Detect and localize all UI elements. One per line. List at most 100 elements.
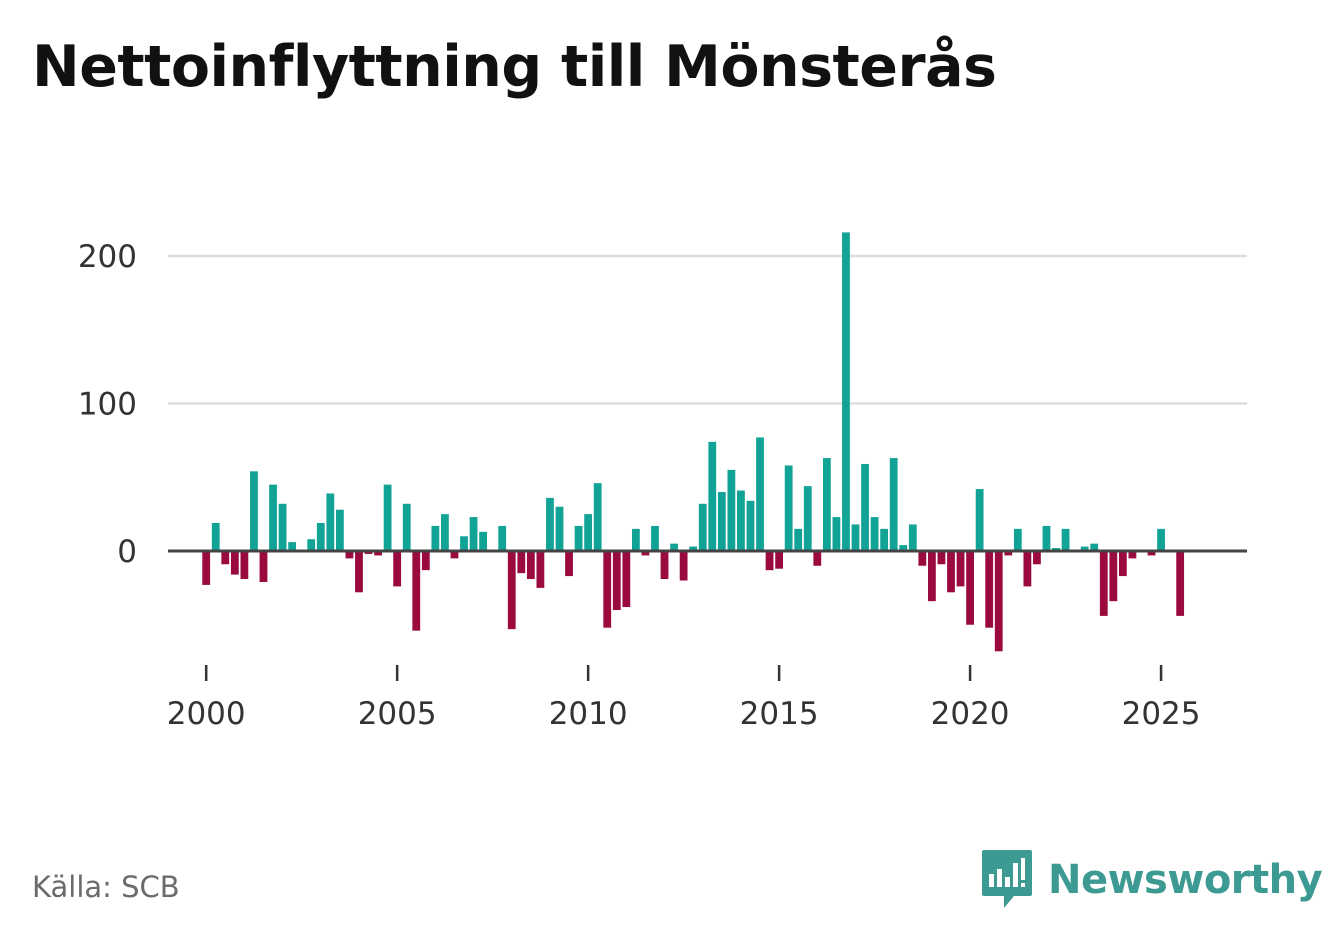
bar xyxy=(250,471,258,551)
brand-name: Newsworthy xyxy=(1048,857,1322,903)
bar xyxy=(536,551,545,588)
y-tick-label: 200 xyxy=(78,239,137,275)
bar xyxy=(1023,551,1032,587)
bar xyxy=(717,492,726,551)
bar xyxy=(746,500,755,551)
bar xyxy=(240,551,249,580)
bar xyxy=(546,497,554,551)
bars xyxy=(202,232,1185,652)
x-tick-label: 2005 xyxy=(358,696,437,732)
bar xyxy=(918,551,927,566)
source-note: Källa: SCB xyxy=(32,870,180,904)
bar xyxy=(507,551,516,630)
bar xyxy=(335,509,344,551)
x-tick-label: 2025 xyxy=(1122,696,1201,732)
bar xyxy=(1004,551,1013,556)
bar xyxy=(230,551,239,575)
bar xyxy=(316,522,325,551)
bar xyxy=(822,458,831,551)
newsworthy-logo-icon xyxy=(982,850,1032,908)
bar xyxy=(803,486,812,551)
bar xyxy=(784,465,793,551)
bar xyxy=(555,506,564,551)
bar xyxy=(441,514,449,552)
bar xyxy=(870,517,879,551)
bar xyxy=(1157,528,1165,552)
gridlines xyxy=(168,254,1247,405)
bar xyxy=(651,525,659,551)
bar xyxy=(421,551,430,571)
y-tick-label: 0 xyxy=(117,534,137,570)
bar xyxy=(966,551,974,625)
bar xyxy=(584,514,593,552)
bar xyxy=(631,528,640,552)
bar xyxy=(813,551,822,566)
bar xyxy=(603,551,612,628)
bar xyxy=(794,528,803,552)
bar xyxy=(1090,543,1099,552)
bar xyxy=(927,551,936,602)
bar xyxy=(832,517,841,551)
bar xyxy=(450,551,459,559)
bar xyxy=(221,551,230,565)
bar xyxy=(460,536,468,551)
bar xyxy=(689,546,698,551)
bar xyxy=(851,524,860,551)
bar xyxy=(307,539,316,551)
bar xyxy=(1099,551,1108,616)
bar xyxy=(975,489,984,551)
bar xyxy=(660,551,669,580)
bar xyxy=(708,441,717,551)
bar xyxy=(670,543,678,552)
chart-title: Nettoinflyttning till Mönsterås xyxy=(32,34,997,100)
x-tick-label: 2010 xyxy=(549,696,628,732)
bar xyxy=(278,503,287,551)
x-axis-ticks: 2000 2005 2010 2015 2020 2025 xyxy=(167,665,1201,732)
bar xyxy=(326,493,335,551)
bar xyxy=(1033,551,1041,565)
bar xyxy=(393,551,402,587)
bar xyxy=(469,517,478,551)
bar xyxy=(211,522,220,551)
bar xyxy=(574,525,583,551)
bar xyxy=(727,469,736,552)
bar xyxy=(908,524,917,551)
bar xyxy=(1109,551,1118,602)
bar xyxy=(679,551,688,581)
bar xyxy=(899,545,908,551)
bar xyxy=(202,551,211,585)
bar xyxy=(1118,551,1127,577)
bar xyxy=(880,528,889,552)
bar xyxy=(593,483,602,551)
bar xyxy=(842,232,850,551)
bar xyxy=(374,551,382,556)
bar xyxy=(698,503,707,551)
bar xyxy=(479,531,488,551)
bar xyxy=(1013,528,1022,552)
bar xyxy=(269,484,277,552)
bar xyxy=(622,551,631,608)
bar xyxy=(756,437,764,551)
bar xyxy=(402,503,411,551)
bar xyxy=(937,551,946,565)
bar xyxy=(526,551,535,580)
bar xyxy=(517,551,526,574)
bar xyxy=(765,551,774,571)
bar xyxy=(889,458,898,551)
bar xyxy=(1042,525,1051,551)
bar xyxy=(775,551,784,569)
bar xyxy=(565,551,573,577)
bar xyxy=(412,551,421,631)
x-tick-label: 2015 xyxy=(740,696,819,732)
bar xyxy=(861,463,869,551)
brand-logo-group[interactable]: Newsworthy xyxy=(982,850,1322,910)
bar xyxy=(612,551,621,610)
bar xyxy=(1080,546,1089,551)
bar xyxy=(956,551,965,587)
bar xyxy=(383,484,392,552)
bar xyxy=(1176,551,1185,616)
bar xyxy=(259,551,268,582)
bar xyxy=(1128,551,1137,559)
x-tick-label: 2000 xyxy=(167,696,246,732)
